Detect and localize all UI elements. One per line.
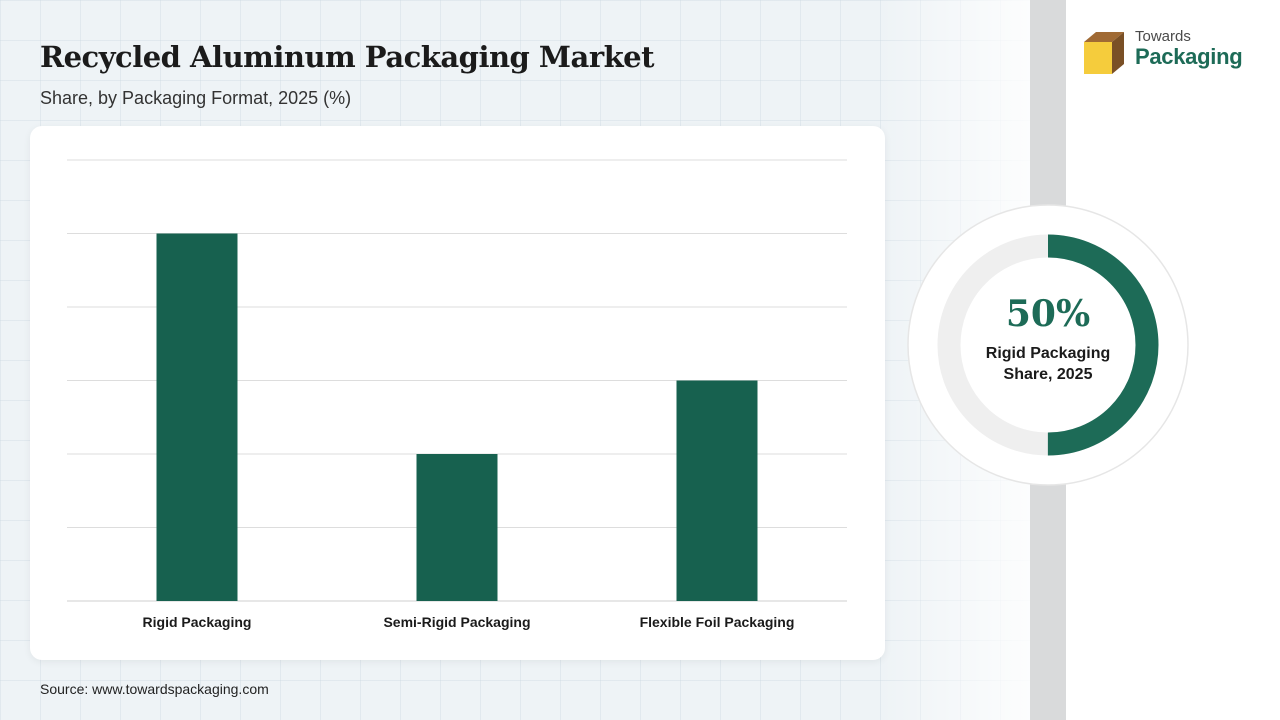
highlight-donut: 50% Rigid Packaging Share, 2025 bbox=[906, 203, 1190, 487]
source-note: Source: www.towardspackaging.com bbox=[40, 681, 269, 697]
x-tick-label: Semi-Rigid Packaging bbox=[383, 614, 530, 630]
x-tick-label: Flexible Foil Packaging bbox=[640, 614, 795, 630]
logo-text-packaging: Packaging bbox=[1135, 44, 1243, 69]
x-tick-label: Rigid Packaging bbox=[143, 614, 252, 630]
chart-card: Rigid Packaging Semi-Rigid Packaging Flexi… bbox=[30, 126, 885, 660]
bar bbox=[416, 454, 498, 601]
chart-title: Recycled Aluminum Packaging Market bbox=[40, 40, 655, 74]
brand-logo[interactable]: Towards Packaging bbox=[1082, 28, 1262, 78]
donut-label: Rigid Packaging Share, 2025 bbox=[968, 343, 1128, 385]
donut-arc bbox=[937, 234, 1159, 456]
chart-subtitle: Share, by Packaging Format, 2025 (%) bbox=[40, 88, 352, 108]
donut-chart bbox=[907, 204, 1189, 486]
donut-value: 50% bbox=[1005, 293, 1091, 335]
donut-label-line1: Rigid Packaging bbox=[985, 345, 1111, 362]
bar bbox=[676, 380, 758, 601]
cube-logo-icon bbox=[1084, 32, 1124, 74]
bar bbox=[156, 233, 238, 601]
logo-text-towards: Towards bbox=[1135, 28, 1191, 45]
bar-chart: Rigid Packaging Semi-Rigid Packaging Flexi… bbox=[67, 159, 847, 630]
donut-label-line2: Share, 2025 bbox=[1003, 366, 1093, 383]
